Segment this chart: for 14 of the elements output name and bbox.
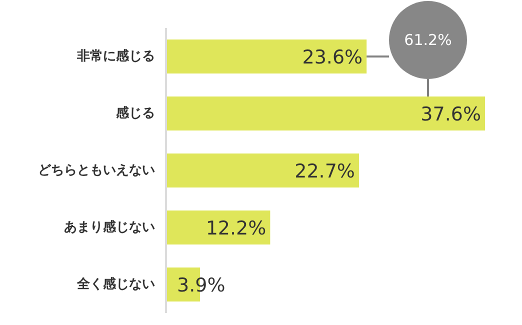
data-label: 23.6% — [302, 46, 363, 68]
annotation: 61.2% — [404, 31, 452, 49]
bar — [167, 96, 485, 130]
bar — [167, 40, 367, 74]
data-label: 12.2% — [206, 218, 266, 240]
data-label: 22.7% — [294, 160, 355, 182]
y-tick-label: 非常に感じる — [76, 48, 155, 64]
y-tick-label: 全く感じない — [76, 276, 155, 292]
bar — [167, 154, 359, 188]
y-tick-label: あまり感じない — [64, 219, 155, 235]
bar — [167, 210, 270, 244]
data-label: 37.6% — [420, 104, 481, 126]
y-tick-label: どちらともいえない — [38, 163, 155, 178]
y-tick-label: 感じる — [115, 105, 155, 121]
